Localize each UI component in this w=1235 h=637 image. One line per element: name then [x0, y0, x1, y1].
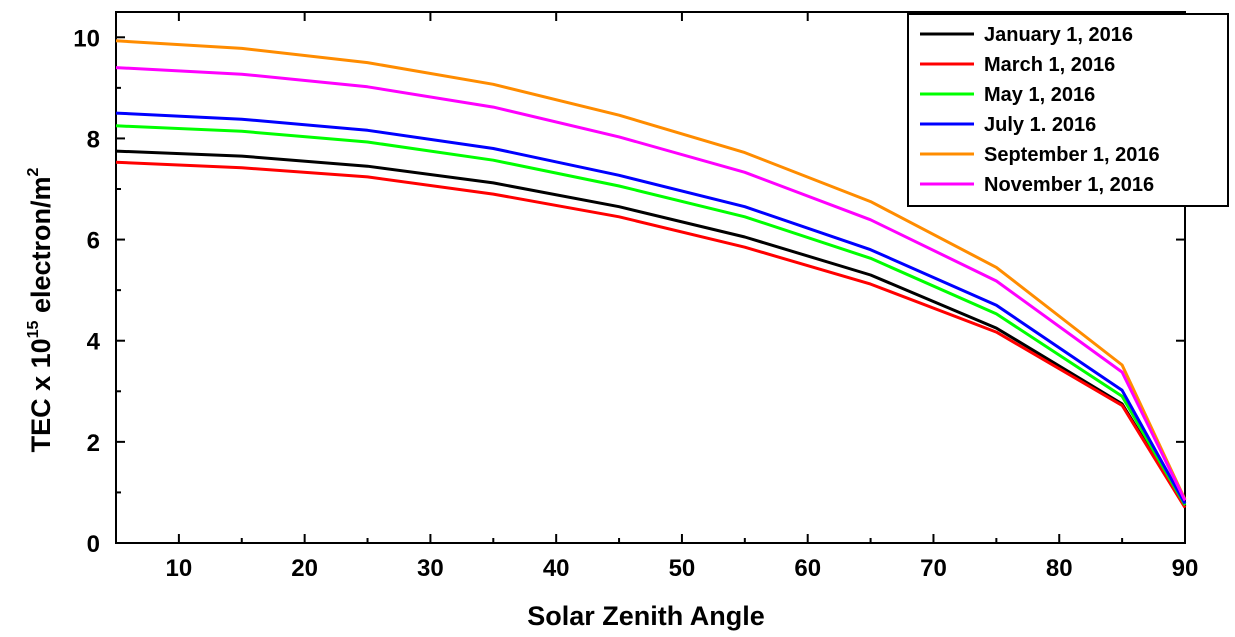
- x-tick-label: 80: [1046, 555, 1073, 582]
- series-line: [115, 111, 1187, 505]
- series-line: [115, 124, 1187, 506]
- y-axis-label-unit-exponent: 2: [25, 168, 42, 177]
- series-line: [115, 39, 1187, 501]
- x-axis-label: Solar Zenith Angle: [527, 601, 765, 631]
- y-axis-label-prefix: TEC x 10: [26, 338, 56, 452]
- y-tick-label: 6: [87, 228, 100, 255]
- legend-entry: November 1, 2016: [984, 174, 1154, 196]
- legend-entry: January 1, 2016: [984, 24, 1133, 46]
- series-line: [115, 66, 1187, 502]
- series-line: [115, 160, 1187, 509]
- series-layer: [115, 39, 1187, 509]
- x-tick-label: 60: [794, 555, 821, 582]
- legend-box: [907, 13, 1229, 207]
- legend-entry: September 1, 2016: [984, 144, 1160, 166]
- y-axis-label: TEC x 1015 electron/m2: [25, 168, 56, 453]
- y-axis-label-exponent: 15: [25, 320, 42, 338]
- legend-entry: May 1, 2016: [984, 84, 1095, 106]
- y-tick-label: 0: [87, 531, 100, 558]
- x-tick-label: 70: [920, 555, 947, 582]
- legend: January 1, 2016 March 1, 2016 May 1, 2016 J…: [907, 13, 1229, 207]
- x-tick-label: 20: [291, 555, 318, 582]
- y-tick-label: 10: [73, 25, 100, 52]
- y-axis-label-unit: electron/m: [26, 177, 56, 321]
- x-tick-label: 40: [543, 555, 570, 582]
- y-tick-label: 8: [87, 126, 100, 153]
- y-tick-label: 2: [87, 430, 100, 457]
- x-tick-label: 90: [1172, 555, 1199, 582]
- x-tick-label: 10: [166, 555, 193, 582]
- x-tick-label: 50: [669, 555, 696, 582]
- legend-entry: July 1. 2016: [984, 114, 1096, 136]
- series-line: [115, 149, 1187, 508]
- plot-frame: [115, 11, 1186, 544]
- legend-entry: March 1, 2016: [984, 54, 1115, 76]
- y-tick-label: 4: [87, 329, 101, 356]
- x-tick-label: 30: [417, 555, 444, 582]
- axis-ticks: 10 20 30 40 50 60 70 80 90 0 2 4 6 8 10: [73, 12, 1198, 582]
- plot-area: [115, 11, 1186, 544]
